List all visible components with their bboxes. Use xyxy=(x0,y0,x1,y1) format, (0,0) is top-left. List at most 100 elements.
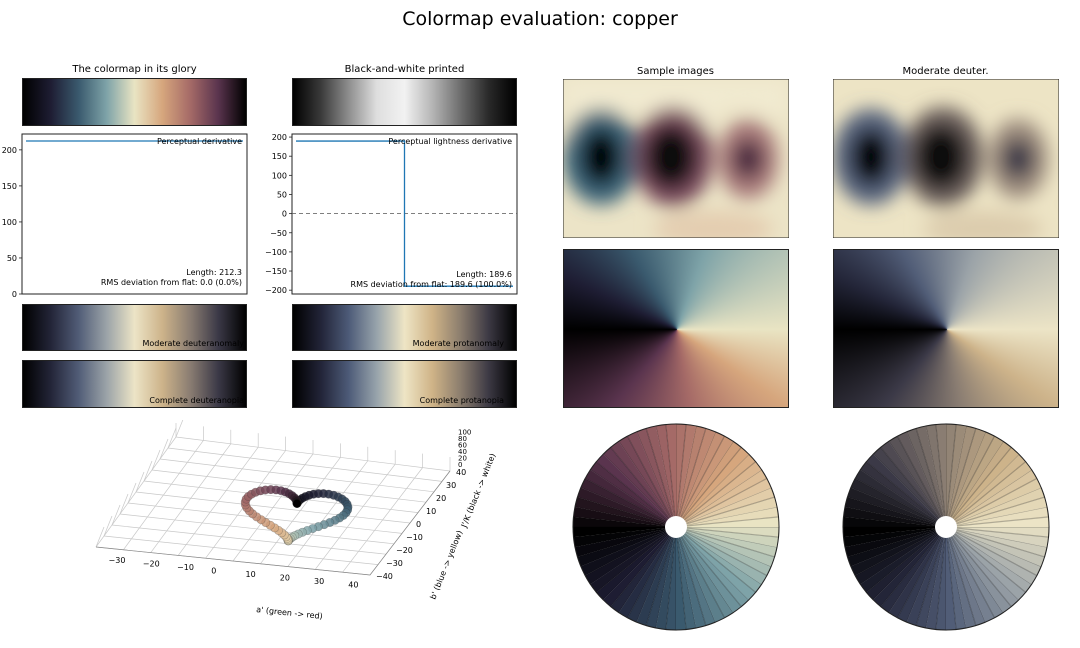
lightness-derivative-plot: −200 −150 −100 −50 0 50 100 150 200 Perceptual l… xyxy=(265,133,518,295)
wheel-sector xyxy=(655,527,676,630)
figure-title: Colormap evaluation: copper xyxy=(402,8,678,30)
wheel-sector xyxy=(676,527,742,613)
derivative-annotation: Perceptual lightness derivative xyxy=(388,137,512,146)
y-tick-label: 0 xyxy=(282,210,287,219)
length-label: Length: 212.3 xyxy=(186,268,242,277)
grid-line xyxy=(95,526,105,548)
grid-line xyxy=(314,463,396,570)
panel-title-samples: Sample images xyxy=(636,66,715,77)
y-tick-label: −150 xyxy=(265,267,287,276)
z-tick-label: 60 xyxy=(458,442,467,450)
x-tick-label: 40 xyxy=(348,581,358,590)
wheel-sector xyxy=(847,487,946,527)
grid-line xyxy=(167,447,443,482)
wheel-sector xyxy=(676,527,767,585)
wheel-sector xyxy=(627,431,676,527)
wheel-sector xyxy=(946,527,1037,585)
wheel-sector xyxy=(676,497,778,527)
wheel-sector xyxy=(866,454,946,527)
wheel-sector xyxy=(590,527,676,593)
wheel-sector xyxy=(676,527,775,567)
wheel-sector xyxy=(946,461,1032,527)
perceptual-derivative-plot: 0 50 100 150 200 Perceptual derivative Lengt… xyxy=(2,133,248,299)
wheel-sector xyxy=(946,497,1048,527)
colormap-bar-glory xyxy=(22,78,247,126)
wheel-sector xyxy=(580,527,676,576)
wheel-sector xyxy=(676,516,779,527)
panel-title-deuter: Moderate deuter. xyxy=(902,66,989,77)
wheel-sector xyxy=(897,431,946,527)
y-tick-label: 10 xyxy=(426,507,436,516)
y-tick-label: −10 xyxy=(406,533,423,542)
wheel-sector xyxy=(873,527,946,607)
wheel-sector xyxy=(946,527,1026,600)
x-tick-label: 30 xyxy=(314,577,324,586)
wheel-sector xyxy=(946,527,1045,567)
y-tick-label: −200 xyxy=(265,286,287,295)
axis-frame xyxy=(95,470,451,576)
deuter-bumps-image xyxy=(833,79,1059,238)
wheel-rim xyxy=(572,423,780,631)
wheel-sector xyxy=(843,506,946,527)
wheel-sector xyxy=(676,527,706,629)
wheel-sector xyxy=(925,527,946,630)
strip-label: Complete protanopia xyxy=(419,396,504,405)
y-tick-label: −20 xyxy=(396,546,413,555)
deuter-wheel-image xyxy=(842,423,1050,631)
wheel-sector xyxy=(618,527,676,618)
wheel-sector xyxy=(676,527,687,630)
rms-label: RMS deviation from flat: 0.0 (0.0%) xyxy=(101,278,242,287)
z-tick-label: 0 xyxy=(458,461,462,469)
sample-bumps-image xyxy=(563,79,789,238)
strip-moderate-deuteranomaly: Moderate deuteranomaly xyxy=(22,304,247,351)
grid-line xyxy=(151,449,161,471)
wheel-sector xyxy=(676,527,779,548)
wheel-sector xyxy=(935,424,946,527)
wheel-sector xyxy=(676,527,725,623)
grid-line xyxy=(175,420,184,438)
grid-line xyxy=(342,467,423,573)
wheel-sector xyxy=(676,447,749,527)
plot-frame xyxy=(21,133,248,295)
wheel-sector xyxy=(888,527,946,618)
y-tick-label: 50 xyxy=(7,254,17,263)
y-tick-label: 0 xyxy=(12,290,17,299)
wheel-hole xyxy=(665,516,687,538)
wheel-sector xyxy=(676,527,756,600)
strip-label: Complete deuteranopia xyxy=(149,396,244,405)
y-tick-label: 30 xyxy=(446,481,456,490)
wheel-sector xyxy=(574,527,676,557)
wheel-sector xyxy=(946,527,1049,548)
wheel-sector xyxy=(676,461,762,527)
wheel-sector xyxy=(573,506,676,527)
strip-label: Moderate protanomaly xyxy=(412,339,504,348)
wheel-sector xyxy=(596,454,676,527)
grid-line xyxy=(260,457,341,565)
strip-label: Moderate deuteranomaly xyxy=(142,339,244,348)
rms-label: RMS deviation from flat: 189.6 (100.0%) xyxy=(351,280,512,289)
panel-title-glory: The colormap in its glory xyxy=(72,64,197,75)
y-tick-label: 150 xyxy=(2,182,17,191)
y-tick-label: 150 xyxy=(272,152,287,161)
grid-line xyxy=(127,482,137,504)
x-tick-label: 0 xyxy=(211,567,216,576)
y-tick-label: 20 xyxy=(436,494,446,503)
length-label: Length: 189.6 xyxy=(456,270,512,279)
y-tick-label: 50 xyxy=(277,190,287,199)
wheel-sector xyxy=(946,527,1012,613)
cam02-3d-plot: −30 −20 −10 0 10 20 30 40 −40−30−20−10010203040… xyxy=(95,420,497,621)
wheel-sector xyxy=(946,527,976,629)
grid-line xyxy=(151,469,427,503)
y-tick-label: −40 xyxy=(376,572,393,581)
wheel-sector xyxy=(906,527,946,626)
wheel-sector xyxy=(946,478,1042,527)
wheel-sector xyxy=(946,424,967,527)
panel-title-bw: Black-and-white printed xyxy=(344,64,465,75)
wheel-sector xyxy=(676,478,772,527)
grid-line xyxy=(135,471,145,493)
grid-line xyxy=(159,438,169,460)
wheel-sector xyxy=(676,424,697,527)
wheel-sector xyxy=(636,527,676,626)
wheel-sector xyxy=(880,441,946,527)
wheel-sector xyxy=(916,425,946,527)
